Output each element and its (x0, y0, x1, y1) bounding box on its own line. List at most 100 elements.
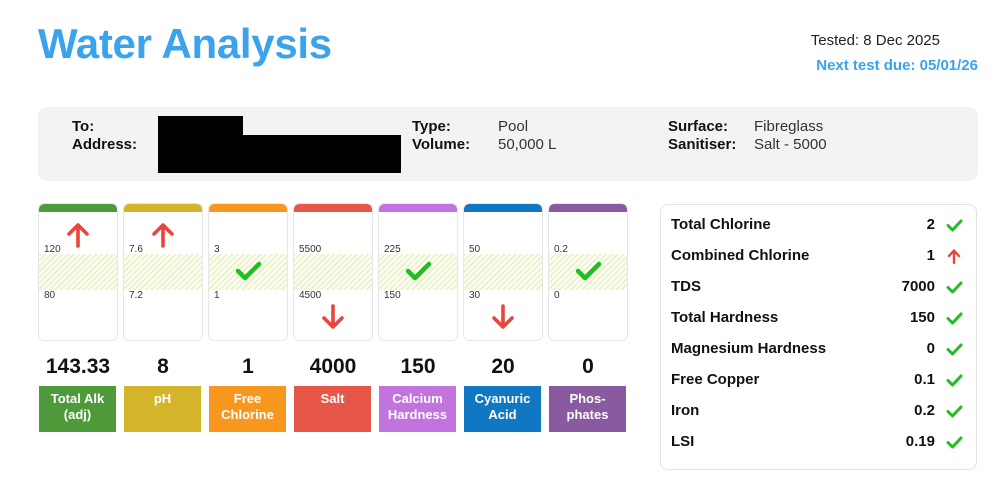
gauge-label: Calcium Hardness (379, 386, 456, 432)
arrow-up-icon (945, 247, 963, 265)
range-high: 7.6 (129, 244, 143, 255)
range-low: 1 (214, 290, 220, 301)
result-value: 0.19 (905, 433, 935, 450)
result-value: 2 (926, 216, 935, 233)
result-row: Combined Chlorine 1 (671, 244, 971, 268)
gauge-card: 5500 4500 (293, 203, 373, 341)
gauge-reading: 8 (157, 355, 169, 378)
ideal-range-band (294, 254, 372, 290)
gauge-label: Free Chlorine (209, 386, 286, 432)
page-title: Water Analysis (38, 20, 332, 67)
arrow-down-icon (488, 302, 518, 332)
gauge-label: Salt (294, 386, 371, 432)
gauge-label-line1: Free (233, 391, 262, 406)
gauge-reading: 150 (400, 355, 436, 378)
sanitiser-value: Salt - 5000 (754, 136, 827, 153)
result-value: 0.2 (914, 402, 935, 419)
type-label: Type: (412, 118, 451, 135)
result-name: Free Copper (671, 371, 760, 388)
arrow-down-icon (318, 302, 348, 332)
result-name: Combined Chlorine (671, 247, 810, 264)
gauge-card: 7.6 7.2 (123, 203, 203, 341)
range-high: 50 (469, 244, 481, 255)
range-high: 225 (384, 244, 401, 255)
gauge-label-line1: Phos- (569, 391, 606, 406)
gauge-card: 225 150 (378, 203, 458, 341)
gauge-label: pH (124, 386, 201, 432)
gauge-label-line2: Acid (488, 407, 517, 422)
additional-results-panel: Total Chlorine 2 Combined Chlorine 1 TDS 7000… (660, 204, 977, 470)
result-name: Magnesium Hardness (671, 340, 827, 357)
gauge-color-bar (294, 204, 372, 212)
range-high: 5500 (299, 244, 322, 255)
gauge-reading: 20 (491, 355, 515, 378)
gauge-label-line1: Calcium (392, 391, 443, 406)
gauge-label-line2: Chlorine (221, 407, 274, 422)
result-name: TDS (671, 278, 701, 295)
arrow-up-icon (63, 220, 93, 250)
redacted-address (158, 135, 401, 173)
customer-info-panel: To: Address: Type: Volume: Pool 50,000 L… (38, 107, 978, 181)
check-icon (573, 256, 603, 286)
next-test-due: Next test due: 05/01/26 (816, 57, 978, 74)
range-high: 3 (214, 244, 220, 255)
ideal-range-band (464, 254, 542, 290)
sanitiser-label: Sanitiser: (668, 136, 737, 153)
volume-label: Volume: (412, 136, 471, 153)
gauge-label: Phos-phates (549, 386, 626, 432)
result-value: 1 (926, 247, 935, 264)
range-low: 80 (44, 290, 56, 301)
check-icon (945, 216, 963, 234)
gauge-label-line2: phates (566, 407, 609, 422)
result-name: LSI (671, 433, 695, 450)
gauge-label-line2: Hardness (387, 407, 448, 422)
result-name: Total Chlorine (671, 216, 771, 233)
range-low: 4500 (299, 290, 322, 301)
gauge-reading: 1 (242, 355, 254, 378)
check-icon (945, 309, 963, 327)
result-row: Total Hardness 150 (671, 306, 971, 330)
gauge-color-bar (209, 204, 287, 212)
result-row: LSI 0.19 (671, 430, 971, 454)
gauge-card: 0.2 0 (548, 203, 628, 341)
check-icon (945, 278, 963, 296)
range-low: 0 (554, 290, 560, 301)
gauge-card: 120 80 (38, 203, 118, 341)
check-icon (945, 340, 963, 358)
range-low: 150 (384, 290, 401, 301)
gauge-reading: 0 (582, 355, 594, 378)
result-value: 150 (909, 309, 935, 326)
result-row: Magnesium Hardness 0 (671, 337, 971, 361)
gauge-reading: 143.33 (45, 355, 111, 378)
gauge-label-line2: (adj) (63, 407, 92, 422)
volume-value: 50,000 L (498, 136, 557, 153)
result-value: 0 (926, 340, 935, 357)
type-value: Pool (498, 118, 529, 135)
gauge-label: Cyanuric Acid (464, 386, 541, 432)
gauge-color-bar (464, 204, 542, 212)
tested-date: Tested: 8 Dec 2025 (810, 32, 940, 49)
result-name: Total Hardness (671, 309, 779, 326)
result-value: 7000 (901, 278, 935, 295)
gauge-reading: 4000 (309, 355, 357, 378)
check-icon (233, 256, 263, 286)
result-value: 0.1 (914, 371, 935, 388)
redacted-name (158, 116, 243, 135)
check-icon (945, 433, 963, 451)
check-icon (945, 371, 963, 389)
gauge-color-bar (379, 204, 457, 212)
range-high: 120 (44, 244, 61, 255)
result-row: Free Copper 0.1 (671, 368, 971, 392)
ideal-range-band (124, 254, 202, 290)
surface-value: Fibreglass (754, 118, 824, 135)
surface-label: Surface: (668, 118, 729, 135)
result-row: Iron 0.2 (671, 399, 971, 423)
gauge-color-bar (549, 204, 627, 212)
gauge-label-line1: Total Alk (50, 391, 105, 406)
check-icon (945, 402, 963, 420)
gauge-label: Total Alk (adj) (39, 386, 116, 432)
gauge-label-line1: Salt (320, 391, 345, 406)
gauge-color-bar (124, 204, 202, 212)
arrow-up-icon (148, 220, 178, 250)
